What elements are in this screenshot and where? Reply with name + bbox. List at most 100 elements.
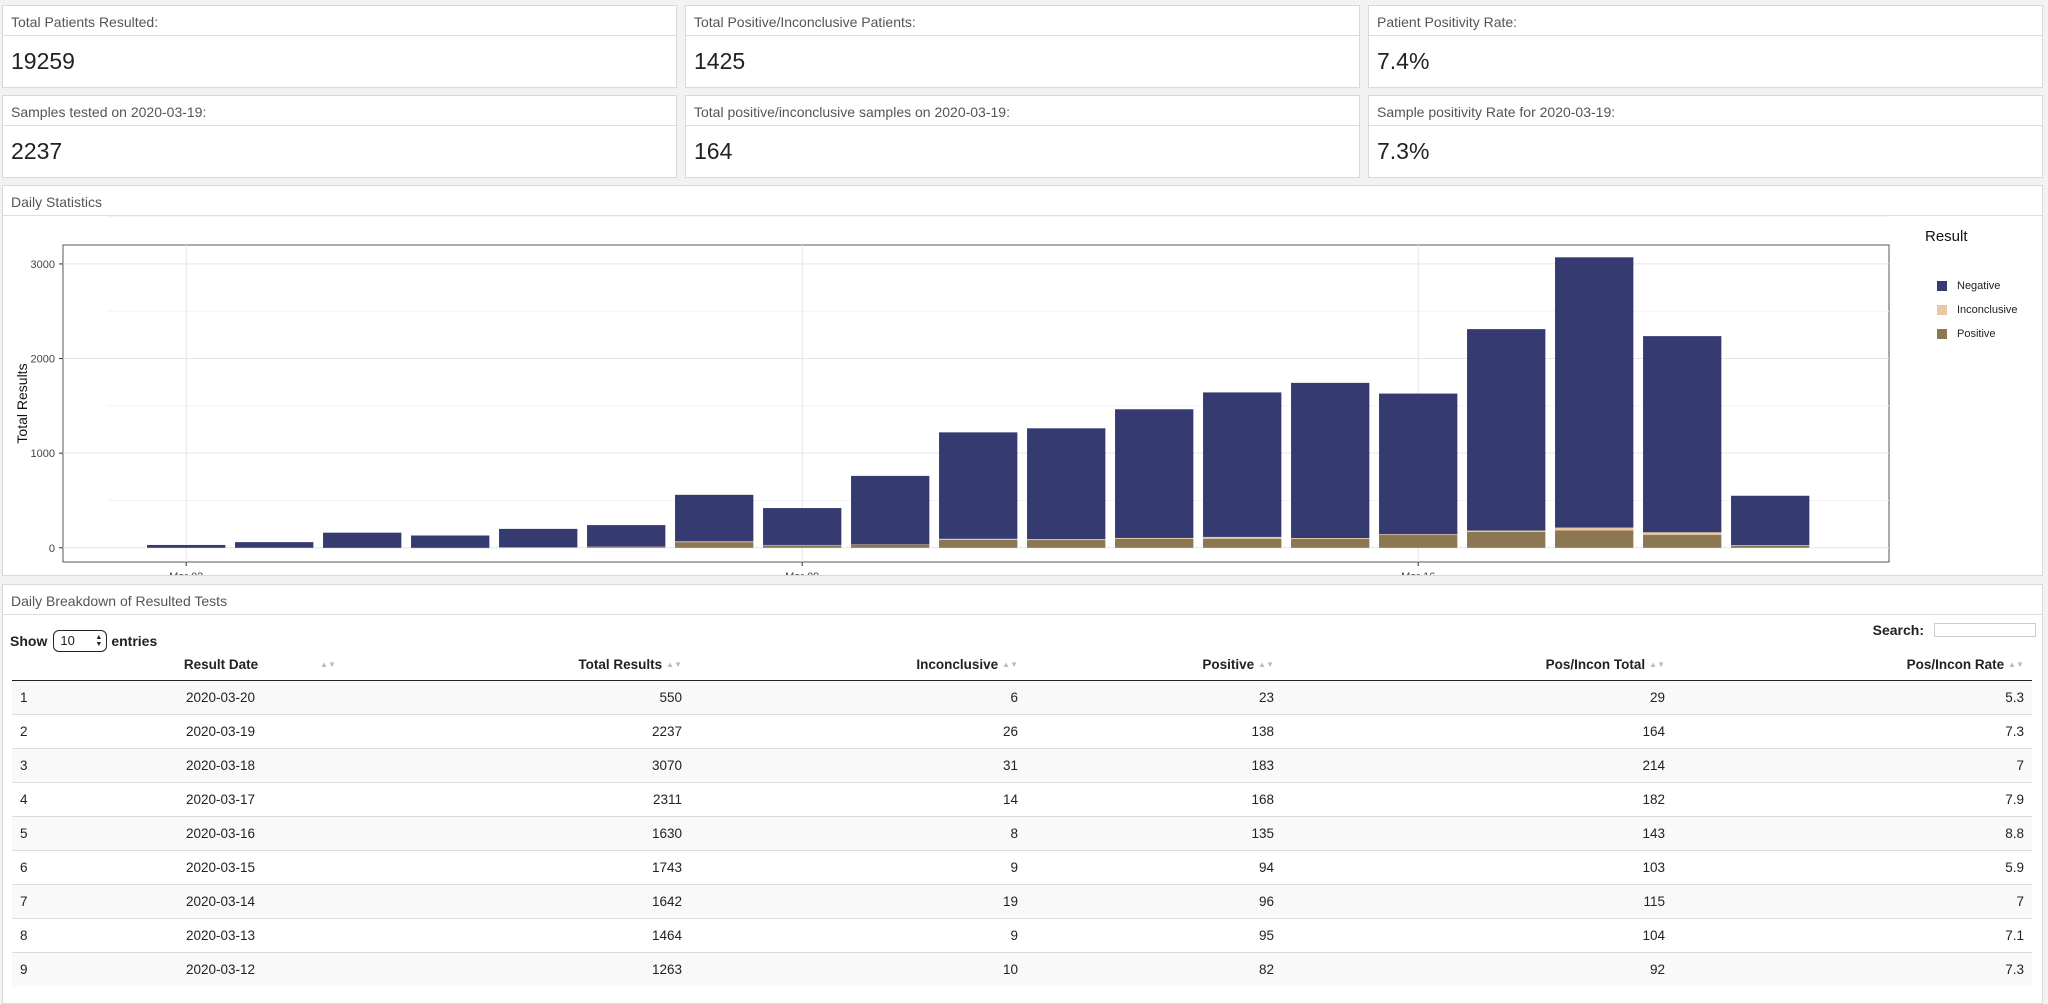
bar-inconclusive (1467, 530, 1546, 532)
card-label: Total positive/inconclusive samples on 2… (686, 96, 1359, 126)
bar-positive (675, 542, 754, 548)
bar-negative (1203, 392, 1282, 537)
bar-negative (1555, 257, 1634, 528)
bar-inconclusive (1291, 538, 1370, 539)
y-axis-title: Total Results (14, 363, 30, 443)
cell-inconclusive: 26 (690, 714, 1026, 749)
daily-statistics-panel: Daily Statistics 0 1000 2000 3000 Mar 02 Mar … (2, 185, 2043, 576)
bar-inconclusive (1115, 537, 1194, 539)
table-row[interactable]: 1 2020-03-20 550 6 23 29 5.3 (12, 680, 2032, 715)
bar-inconclusive (763, 544, 842, 546)
cell-inconclusive: 14 (690, 782, 1026, 817)
bar-negative (939, 432, 1018, 539)
column-header-inconclusive[interactable]: Inconclusive ▲▼ (690, 648, 1026, 681)
cell-total-results: 1464 (344, 918, 690, 953)
bar-negative (1643, 336, 1722, 533)
card-label: Samples tested on 2020-03-19: (3, 96, 676, 126)
cell-inconclusive: 19 (690, 884, 1026, 919)
card-value: 7.4% (1377, 48, 1430, 74)
cell-pos-incon-total: 182 (1282, 782, 1673, 817)
table-row[interactable]: 8 2020-03-13 1464 9 95 104 7.1 (12, 918, 2032, 953)
bar-positive (1643, 534, 1722, 548)
bar-inconclusive (1731, 545, 1810, 546)
card-total-patients: Total Patients Resulted: 19259 (2, 5, 677, 88)
legend-label: Positive (1957, 328, 1996, 340)
y-tick-label: 1000 (31, 448, 55, 460)
x-tick-label: Mar 16 (1401, 571, 1435, 575)
bar-negative (411, 535, 490, 548)
cell-total-results: 1642 (344, 884, 690, 919)
bar-positive (763, 545, 842, 548)
sort-icon: ▲▼ (1649, 660, 1665, 670)
cell-result-date: 2020-03-15 (98, 850, 344, 885)
card-positive-samples: Total positive/inconclusive samples on 2… (685, 95, 1360, 178)
y-tick-label: 0 (49, 543, 55, 555)
bar-negative (235, 542, 314, 548)
column-header-index[interactable] (12, 648, 98, 681)
sort-icon: ▲▼ (320, 660, 336, 669)
legend-label: Negative (1957, 280, 2001, 292)
cell-result-date: 2020-03-18 (98, 748, 344, 783)
legend-swatch (1937, 305, 1947, 315)
panel-title: Daily Breakdown of Resulted Tests (3, 585, 2042, 615)
sort-icon: ▲▼ (1002, 660, 1018, 670)
cell-pos-incon-rate: 7.9 (1673, 782, 2032, 817)
bar-positive (411, 547, 490, 549)
cell-positive: 135 (1026, 816, 1282, 851)
card-label: Total Patients Resulted: (3, 6, 676, 36)
search-input[interactable] (1934, 623, 2036, 637)
table-row[interactable]: 7 2020-03-14 1642 19 96 115 7 (12, 884, 2032, 919)
column-header-result-date[interactable]: Result Date ▲▼ (98, 648, 344, 681)
table-row[interactable]: 9 2020-03-12 1263 10 82 92 7.3 (12, 952, 2032, 986)
cell-total-results: 2311 (344, 782, 690, 817)
column-header-pos-incon-total[interactable]: Pos/Incon Total ▲▼ (1282, 648, 1673, 681)
cell-index: 7 (12, 884, 98, 919)
bar-negative (1467, 329, 1546, 531)
bar-positive (1731, 545, 1810, 548)
cell-result-date: 2020-03-16 (98, 816, 344, 851)
bar-negative (1291, 382, 1370, 539)
card-total-positive-patients: Total Positive/Inconclusive Patients: 14… (685, 5, 1360, 88)
card-samples-tested: Samples tested on 2020-03-19: 2237 (2, 95, 677, 178)
table-row[interactable]: 5 2020-03-16 1630 8 135 143 8.8 (12, 816, 2032, 851)
card-value: 164 (694, 138, 733, 164)
table-row[interactable]: 6 2020-03-15 1743 9 94 103 5.9 (12, 850, 2032, 885)
cell-pos-incon-total: 164 (1282, 714, 1673, 749)
cell-index: 1 (12, 680, 98, 715)
cell-result-date: 2020-03-17 (98, 782, 344, 817)
column-header-pos-incon-rate[interactable]: Pos/Incon Rate ▲▼ (1673, 648, 2032, 681)
legend-swatch (1937, 329, 1947, 339)
column-header-positive[interactable]: Positive ▲▼ (1026, 648, 1282, 681)
card-value: 19259 (11, 48, 75, 74)
table-row[interactable]: 2 2020-03-19 2237 26 138 164 7.3 (12, 714, 2032, 749)
sort-icon: ▲▼ (1258, 660, 1274, 670)
y-tick-label: 3000 (31, 259, 55, 271)
table-header-row: Result Date ▲▼ Total Results ▲▼ Inconclusi… (12, 648, 2032, 681)
bar-positive (1467, 531, 1546, 548)
table-row[interactable]: 4 2020-03-17 2311 14 168 182 7.9 (12, 782, 2032, 817)
bar-positive (1115, 538, 1194, 548)
column-header-total-results[interactable]: Total Results ▲▼ (344, 648, 690, 681)
bar-inconclusive (1379, 534, 1458, 536)
bar-negative (587, 525, 666, 547)
card-sample-positivity-rate: Sample positivity Rate for 2020-03-19: 7… (1368, 95, 2043, 178)
cell-index: 6 (12, 850, 98, 885)
cell-total-results: 1263 (344, 952, 690, 986)
cell-pos-incon-total: 29 (1282, 680, 1673, 715)
table-row[interactable]: 3 2020-03-18 3070 31 183 214 7 (12, 748, 2032, 783)
cell-inconclusive: 10 (690, 952, 1026, 986)
cell-inconclusive: 9 (690, 850, 1026, 885)
entries-label: entries (111, 633, 158, 649)
bar-negative (323, 532, 402, 548)
bar-positive (587, 546, 666, 548)
search-label: Search: (1872, 622, 1924, 638)
cell-pos-incon-total: 104 (1282, 918, 1673, 953)
bar-positive (1555, 530, 1634, 548)
show-label: Show (10, 633, 48, 649)
cell-total-results: 550 (344, 680, 690, 715)
cell-result-date: 2020-03-20 (98, 680, 344, 715)
y-tick-label: 2000 (31, 354, 55, 366)
cell-positive: 96 (1026, 884, 1282, 919)
cell-pos-incon-rate: 5.9 (1673, 850, 2032, 885)
breakdown-table: Result Date ▲▼ Total Results ▲▼ Inconclusi… (12, 648, 2032, 986)
